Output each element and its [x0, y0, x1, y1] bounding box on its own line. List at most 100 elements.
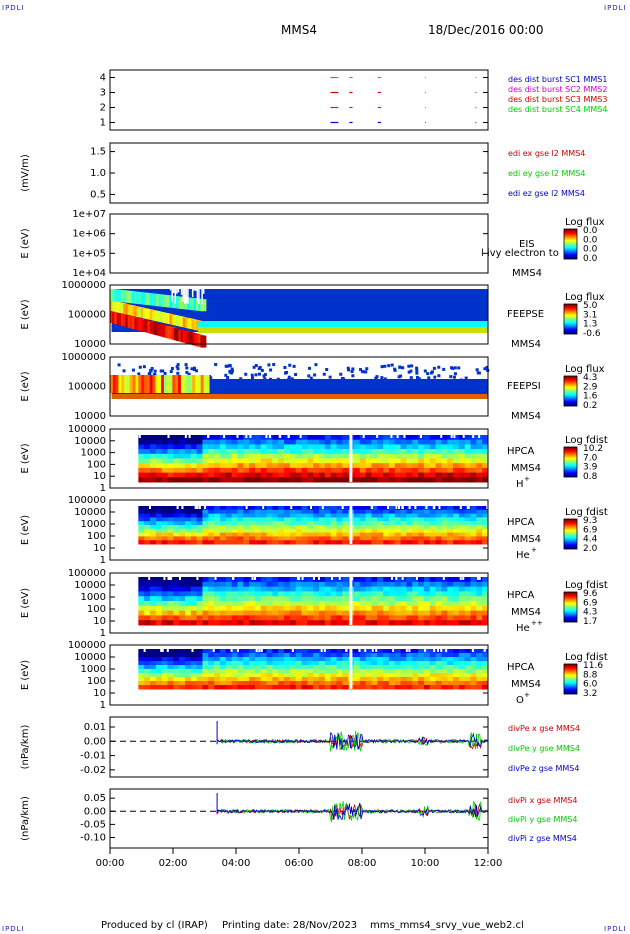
hpca-cell: [161, 521, 168, 526]
hpca-cell: [365, 528, 372, 534]
hpca-cell: [225, 657, 233, 662]
hpca-cell: [214, 525, 221, 530]
feeps-i-speck: [176, 363, 180, 367]
hpca-gap: [370, 504, 373, 509]
hpca-cell: [231, 472, 238, 478]
hpca-cell: [441, 591, 448, 597]
hpca-cell: [231, 536, 238, 541]
feeps-i-speck: [426, 372, 430, 376]
hpca-cell: [208, 665, 215, 670]
hpca-cell: [278, 591, 285, 597]
hpca-cell: [394, 540, 402, 545]
colorbar-strip: [564, 678, 577, 680]
feeps-e-gap: [202, 287, 205, 294]
hpca-cell: [202, 596, 209, 602]
colorbar-strip: [564, 687, 577, 689]
hpca-cell: [190, 439, 198, 445]
hpca-cell: [214, 605, 221, 612]
hpca-cell: [307, 610, 314, 616]
hpca-cell: [260, 525, 268, 530]
hpca-cell: [208, 577, 215, 583]
spacecraft-label: MMS4: [511, 679, 541, 690]
hpca-cell: [336, 453, 343, 459]
hpca-cell: [202, 509, 209, 515]
hpca-cell: [190, 649, 198, 654]
hpca-cell: [330, 685, 337, 690]
hpca-cell: [336, 657, 343, 662]
hpca-cell: [231, 506, 238, 511]
feeps-i-speck: [294, 372, 298, 376]
hpca-cell: [202, 467, 209, 474]
hpca-cell: [179, 509, 186, 515]
hpca-cell: [161, 517, 168, 522]
hpca-cell: [371, 605, 378, 612]
hpca-gap: [349, 506, 353, 544]
hpca-cell: [435, 620, 442, 626]
colorbar-strip: [564, 245, 577, 247]
colorbar-tick: 1.7: [583, 617, 597, 627]
hpca-cell: [295, 532, 303, 537]
hpca-cell: [208, 620, 215, 626]
ytick-label: 1e+07: [72, 209, 106, 220]
feeps-i-speck: [363, 378, 367, 382]
hpca-cell: [231, 463, 238, 469]
hpca-cell: [167, 620, 174, 626]
hpca-cell: [289, 653, 297, 658]
hpca-cell: [184, 596, 192, 602]
hpca-cell: [167, 513, 174, 518]
hpca-cell: [429, 532, 437, 537]
colorbar-tick: 7.0: [583, 453, 598, 463]
hpca-cell: [458, 596, 466, 602]
hpca-cell: [184, 463, 192, 469]
hpca-cell: [278, 657, 285, 662]
hpca-cell: [441, 463, 448, 469]
hpca-cell: [284, 610, 291, 616]
hpca-cell: [482, 673, 489, 678]
hpca-cell: [336, 620, 343, 626]
hpca-cell: [254, 586, 262, 592]
hpca-cell: [418, 665, 425, 670]
hpca-cell: [284, 653, 291, 658]
hpca-cell: [458, 540, 466, 545]
hpca-cell: [470, 444, 477, 450]
hpca-cell: [453, 601, 460, 607]
hpca-cell: [406, 525, 413, 530]
hpca-cell: [237, 444, 244, 450]
hpca-cell: [470, 477, 477, 483]
hpca-cell: [254, 591, 262, 597]
hpca-cell: [388, 677, 396, 682]
feeps-i-speck: [252, 365, 256, 369]
hpca-cell: [400, 649, 407, 654]
hpca-cell: [441, 649, 448, 654]
hpca-cell: [155, 467, 163, 474]
hpca-cell: [184, 665, 192, 670]
hpca-cell: [383, 596, 390, 602]
hpca-cell: [377, 610, 384, 616]
colorbar-strip: [564, 327, 577, 329]
hpca-gap: [486, 504, 489, 509]
colorbar-strip: [564, 323, 577, 325]
hpca-cell: [184, 467, 192, 474]
legend-entry: divPe z gse MMS4: [508, 764, 579, 773]
hpca-cell: [319, 620, 326, 626]
hpca-cell: [441, 540, 448, 545]
hpca-cell: [388, 467, 396, 474]
hpca-cell: [301, 586, 308, 592]
hpca-cell: [295, 601, 303, 607]
hpca-cell: [278, 477, 285, 483]
hpca-cell: [336, 528, 343, 534]
hpca-cell: [190, 591, 198, 597]
hpca-cell: [231, 685, 238, 690]
hpca-cell: [447, 610, 454, 616]
feeps-i-speck: [185, 366, 189, 370]
hpca-cell: [458, 653, 466, 658]
hpca-cell: [190, 596, 198, 602]
hpca-cell: [447, 458, 454, 464]
hpca-cell: [260, 521, 268, 526]
hpca-cell: [243, 677, 250, 682]
hpca-cell: [144, 509, 151, 515]
hpca-cell: [167, 453, 174, 459]
hpca-gap: [265, 433, 268, 438]
hpca-cell: [377, 463, 384, 469]
hpca-cell: [342, 605, 349, 612]
